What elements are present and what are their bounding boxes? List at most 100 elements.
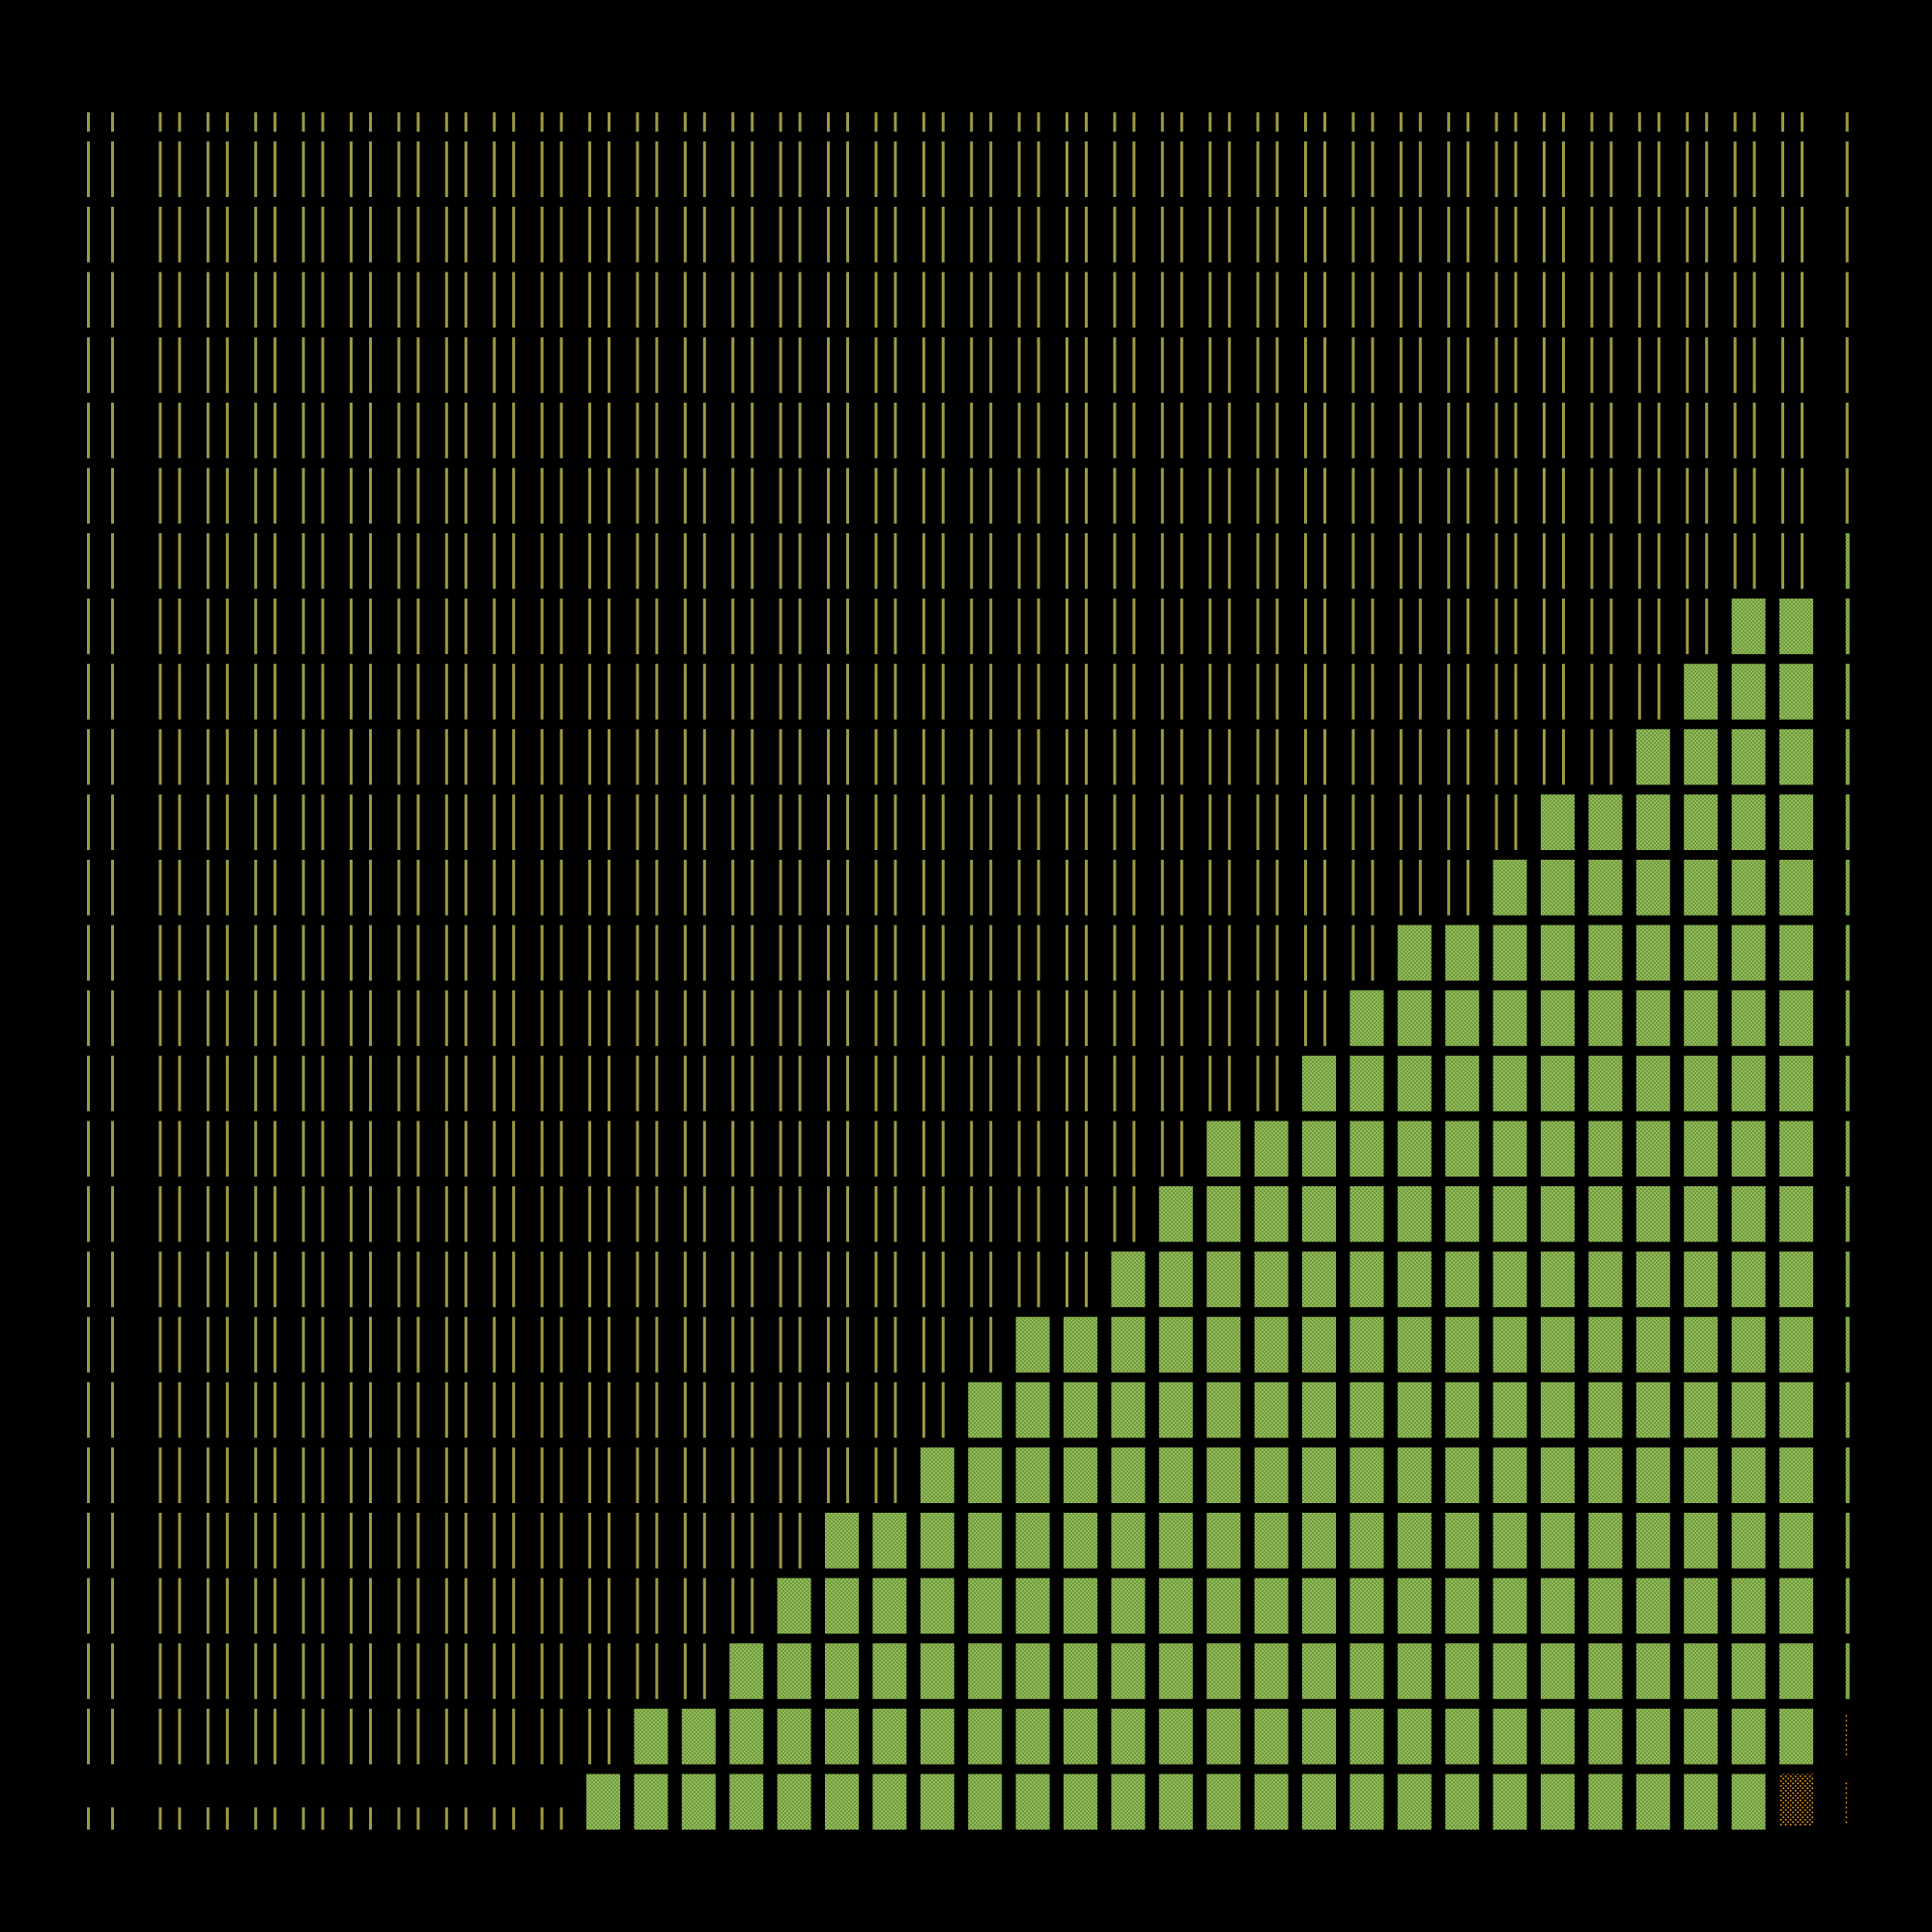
stripe xyxy=(731,533,735,589)
stripe xyxy=(254,598,258,655)
stripe xyxy=(1208,402,1212,459)
stripe xyxy=(798,860,802,916)
stripe xyxy=(416,1055,420,1112)
stripe xyxy=(416,207,420,263)
grid-block xyxy=(729,1708,764,1765)
stripe xyxy=(894,402,897,459)
stripe xyxy=(1562,664,1565,720)
stripe xyxy=(464,1317,468,1373)
stripe xyxy=(416,1186,420,1242)
stripe xyxy=(206,1708,210,1765)
stripe xyxy=(779,141,782,197)
stripe xyxy=(1514,402,1518,459)
grid-block xyxy=(1731,1774,1766,1830)
stripe xyxy=(369,533,372,589)
stripe xyxy=(1323,468,1326,524)
stripe xyxy=(1351,402,1355,459)
stripe xyxy=(464,533,468,589)
stripe xyxy=(1179,533,1183,589)
stripe xyxy=(273,141,277,197)
stripe xyxy=(206,337,210,393)
stripe xyxy=(941,728,945,785)
stripe xyxy=(1323,112,1326,132)
stripe xyxy=(321,1186,325,1242)
stripe xyxy=(254,271,258,328)
grid-block xyxy=(1588,1381,1623,1438)
stripe xyxy=(1160,402,1164,459)
stripe xyxy=(206,924,210,981)
stripe xyxy=(178,112,182,132)
stripe xyxy=(225,860,229,916)
stripe xyxy=(321,207,325,263)
stripe xyxy=(512,990,516,1046)
grid-block xyxy=(1492,924,1527,981)
stripe xyxy=(540,207,544,263)
grid-block xyxy=(1684,1447,1719,1503)
stripe xyxy=(1323,728,1326,785)
stripe xyxy=(1037,598,1040,655)
stripe xyxy=(369,860,372,916)
stripe xyxy=(416,402,420,459)
grid-block xyxy=(1207,1643,1241,1699)
stripe xyxy=(464,271,468,328)
stripe xyxy=(922,598,925,655)
stripe xyxy=(798,924,802,981)
stripe xyxy=(1208,112,1212,132)
stripe xyxy=(1179,337,1183,393)
stripe xyxy=(1418,207,1422,263)
stripe xyxy=(1543,112,1546,132)
stripe xyxy=(731,1121,735,1177)
stripe xyxy=(683,207,687,263)
grid-block xyxy=(634,1708,668,1765)
stripe xyxy=(1275,141,1279,197)
grid-block xyxy=(1111,1577,1146,1634)
stripe xyxy=(588,1055,591,1112)
stripe xyxy=(798,794,802,850)
stripe xyxy=(350,141,353,197)
grid-block xyxy=(1541,1708,1575,1765)
stripe xyxy=(636,1577,639,1634)
stripe xyxy=(111,1708,114,1765)
stripe xyxy=(178,1577,182,1634)
stripe xyxy=(827,141,830,197)
stripe xyxy=(206,1643,210,1699)
stripe xyxy=(273,860,277,916)
stripe xyxy=(1845,402,1849,459)
stripe xyxy=(798,598,802,655)
stripe xyxy=(1686,141,1690,197)
grid-block xyxy=(1064,1317,1097,1373)
stripe xyxy=(416,1381,420,1438)
stripe xyxy=(702,468,706,524)
stripe xyxy=(1085,141,1088,197)
stripe xyxy=(158,1643,162,1699)
stripe xyxy=(397,598,401,655)
stripe xyxy=(846,1251,849,1308)
edge-block xyxy=(1845,1643,1850,1699)
stripe xyxy=(683,402,687,459)
edge-block xyxy=(1845,1055,1850,1112)
stripe xyxy=(1132,533,1136,589)
stripe xyxy=(1085,271,1088,328)
stripe xyxy=(731,1513,735,1569)
stripe xyxy=(1037,1186,1040,1242)
stripe xyxy=(540,924,544,981)
stripe xyxy=(1657,112,1661,132)
stripe xyxy=(206,794,210,850)
grid-block xyxy=(1207,1447,1241,1503)
stripe xyxy=(111,533,114,589)
stripe xyxy=(301,1577,305,1634)
stripe xyxy=(1494,598,1498,655)
stripe xyxy=(751,533,754,589)
stripe xyxy=(1609,402,1613,459)
grid-block xyxy=(1111,1774,1146,1830)
stripe xyxy=(301,794,305,850)
stripe xyxy=(1256,141,1260,197)
stripe xyxy=(846,402,849,459)
stripe xyxy=(397,1708,401,1765)
stripe xyxy=(636,1381,639,1438)
stripe xyxy=(1228,207,1232,263)
grid-block xyxy=(1541,1577,1575,1634)
stripe xyxy=(751,924,754,981)
grid-block xyxy=(1445,1577,1480,1634)
stripe xyxy=(874,112,878,132)
